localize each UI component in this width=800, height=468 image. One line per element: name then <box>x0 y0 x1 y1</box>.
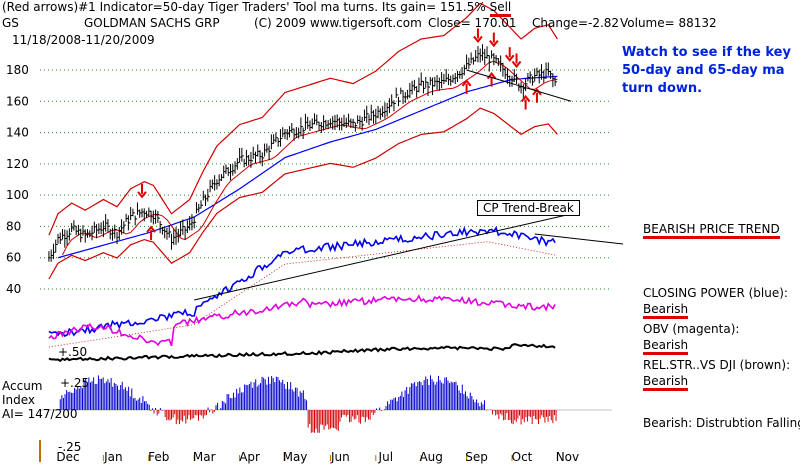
red-up-arrow-head <box>146 225 156 233</box>
obv-line <box>48 294 556 347</box>
x-tick-label: Oct <box>512 450 533 464</box>
sell-signal: Sell <box>489 0 512 17</box>
accum-index-histogram <box>40 375 612 433</box>
x-tick-label: Apr <box>239 450 260 464</box>
red-down-arrow-head <box>511 60 522 69</box>
bearish-price-trend-text: BEARISH PRICE TREND <box>643 222 780 239</box>
closing-power-value-text: Bearish <box>643 302 689 319</box>
red-up-arrow-head <box>461 79 472 87</box>
indicator-description: (Red arrows)#1 Indicator=50-day Tiger Tr… <box>2 0 486 14</box>
date-range: 11/18/2008-11/20/2009 <box>12 33 155 47</box>
copyright: (C) 2009 www.tigersoft.com <box>254 16 422 30</box>
ma-50-line <box>57 75 558 259</box>
x-tick-label: Mar <box>193 450 216 464</box>
x-tick-label: Jun <box>330 450 350 464</box>
y-tick-label: 60 <box>6 251 21 265</box>
y-tick-label: 120 <box>6 157 29 171</box>
watch-note-line3: turn down. <box>622 81 703 96</box>
x-axis-labels: Dec Jan Feb Mar Apr May Jun Jul Aug Sep Oct Nov <box>56 450 579 464</box>
x-tick-label: Aug <box>419 450 442 464</box>
obv-label: OBV (magenta): <box>643 322 740 336</box>
red-down-arrow-head <box>137 191 147 199</box>
cp-trend-break-box: CP Trend-Break <box>477 200 580 216</box>
red-down-arrow-head <box>473 35 483 44</box>
x-tick-label: Dec <box>56 450 79 464</box>
ticker: GS <box>2 16 19 30</box>
watch-note-line1: Watch to see if the key <box>622 45 791 60</box>
lower-band <box>48 107 558 280</box>
x-tick-label: Sep <box>465 450 488 464</box>
bearish-price-trend: BEARISH PRICE TREND <box>643 222 780 239</box>
y-tick-label: 160 <box>6 94 29 108</box>
red-up-arrow-head <box>532 88 542 96</box>
relstr-value-text: Bearish <box>643 374 689 391</box>
ma-21-line <box>62 60 558 256</box>
cp-trendline <box>194 213 572 301</box>
company-name: GOLDMAN SACHS GRP <box>84 16 220 30</box>
x-tick-label: May <box>283 450 308 464</box>
price-series <box>48 44 558 262</box>
accum-low-label: -.25 <box>58 440 82 454</box>
accum-high-label: +.25 <box>60 376 90 390</box>
x-tick-label: Jan <box>103 450 123 464</box>
accum-label: Accum <box>2 379 43 393</box>
red-down-arrow-head <box>489 39 499 48</box>
closing-power-value: Bearish <box>643 302 689 319</box>
red-down-arrow-head <box>504 54 515 62</box>
closing-power-label: CLOSING POWER (blue): <box>643 286 788 300</box>
obv-value: Bearish <box>643 338 689 355</box>
change-value: Change=-2.82 <box>532 16 620 30</box>
relstr-value: Bearish <box>643 374 689 391</box>
x-tick-label: Nov <box>556 450 579 464</box>
y-tick-label: 100 <box>6 188 29 202</box>
watch-note-line2: 50-day and 65-day ma <box>622 63 785 78</box>
ai-value: AI= 147/200 <box>2 407 78 421</box>
volume-value: Volume= 88132 <box>620 16 717 30</box>
price-trendline <box>466 69 572 102</box>
y-axis-labels: 40 60 80 100 120 140 160 180 <box>6 63 29 296</box>
x-tick-label: Feb <box>148 450 169 464</box>
signal-arrows <box>137 28 542 241</box>
relstr-scale-label: +.50 <box>58 345 88 359</box>
header-line1: (Red arrows)#1 Indicator=50-day Tiger Tr… <box>2 0 512 17</box>
bearish-distribution: Bearish: Distrubtion Falling. <box>643 416 800 430</box>
relstr-line <box>48 343 556 363</box>
price-bands <box>48 2 558 280</box>
index-label: Index <box>2 393 36 407</box>
closing-power-ma <box>48 241 556 348</box>
watch-note: Watch to see if the key 50-day and 65-da… <box>622 44 791 98</box>
y-tick-label: 40 <box>6 282 21 296</box>
obv-value-text: Bearish <box>643 338 689 355</box>
y-tick-label: 80 <box>6 219 21 233</box>
y-tick-label: 180 <box>6 63 29 77</box>
upper-band <box>48 2 558 236</box>
closing-power-line <box>48 225 556 338</box>
red-up-arrow-head <box>520 94 531 103</box>
x-tick-label: Jul <box>378 450 393 464</box>
cp-down-trendline <box>534 233 624 245</box>
close-price: Close= 170.01 <box>428 16 517 30</box>
indicator-series <box>48 225 556 363</box>
trend-lines <box>194 69 624 301</box>
relstr-label: REL.STR..VS DJI (brown): <box>643 358 791 372</box>
y-tick-label: 140 <box>6 126 29 140</box>
